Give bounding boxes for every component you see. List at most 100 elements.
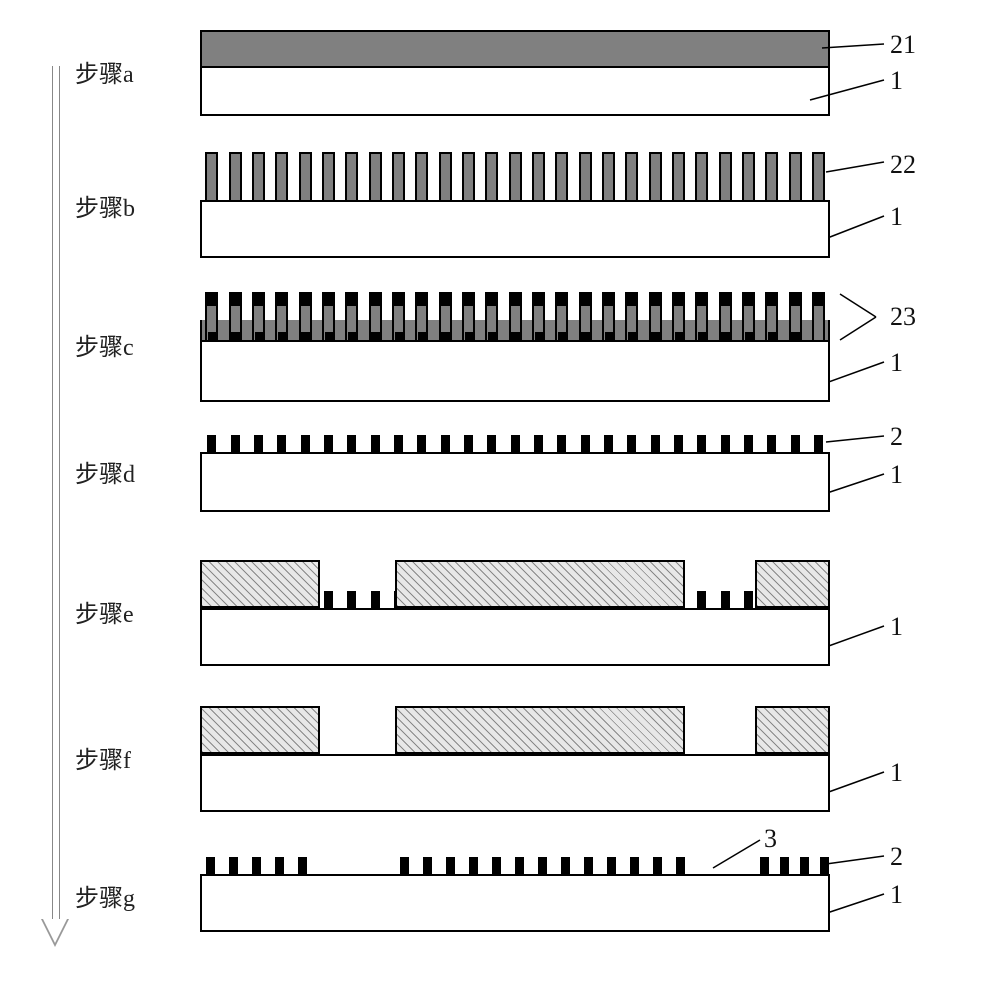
grey-pillar	[812, 152, 825, 202]
pillar-cap	[697, 294, 706, 306]
gap-black	[768, 332, 778, 342]
black-stud	[744, 591, 753, 609]
gap-black	[418, 332, 428, 342]
ref-num: 1	[890, 202, 903, 232]
gap-black	[465, 332, 475, 342]
pillar-cap	[394, 294, 403, 306]
ref-num: 22	[890, 150, 916, 180]
pillar-cap	[207, 294, 216, 306]
black-stud	[651, 435, 660, 453]
black-stud	[206, 857, 215, 875]
gap-black	[721, 332, 731, 342]
black-stud	[561, 857, 570, 875]
black-stud	[394, 435, 403, 453]
black-stud	[557, 435, 566, 453]
ref-num: 1	[890, 348, 903, 378]
panel-step-c	[200, 288, 830, 428]
pillar-cap	[674, 294, 683, 306]
grey-pillar	[345, 152, 358, 202]
pillar-cap	[744, 294, 753, 306]
black-stud	[697, 435, 706, 453]
step-label-d: 步骤d	[75, 454, 135, 489]
step-label-e: 步骤e	[75, 594, 134, 629]
black-stud	[347, 591, 356, 609]
gap-black	[371, 332, 381, 342]
grey-pillar	[742, 152, 755, 202]
ref-num: 2	[890, 422, 903, 452]
substrate	[200, 66, 830, 116]
gap-black	[208, 332, 218, 342]
black-stud	[627, 435, 636, 453]
gap-black	[558, 332, 568, 342]
black-stud	[721, 591, 730, 609]
grey-pillar	[695, 152, 708, 202]
black-stud	[231, 435, 240, 453]
grey-pillar	[602, 152, 615, 202]
grey-pillar	[625, 152, 638, 202]
grey-pillar	[369, 152, 382, 202]
pillar-cap	[721, 294, 730, 306]
gap-black	[675, 332, 685, 342]
hatched-block	[395, 706, 685, 754]
black-stud	[487, 435, 496, 453]
black-stud	[324, 591, 333, 609]
grey-pillar	[415, 152, 428, 202]
black-stud	[581, 435, 590, 453]
black-stud	[441, 435, 450, 453]
gap-black	[278, 332, 288, 342]
black-stud	[252, 857, 261, 875]
gap-black	[395, 332, 405, 342]
black-stud	[697, 591, 706, 609]
gap-black	[628, 332, 638, 342]
black-stud	[814, 435, 823, 453]
gap-black	[745, 332, 755, 342]
grey-pillar	[392, 152, 405, 202]
hatched-block	[200, 560, 320, 608]
panel-step-g	[200, 854, 830, 994]
black-stud	[584, 857, 593, 875]
black-stud	[780, 857, 789, 875]
black-stud	[254, 435, 263, 453]
substrate	[200, 874, 830, 932]
black-stud	[229, 857, 238, 875]
grey-pillar	[205, 152, 218, 202]
pillar-cap	[651, 294, 660, 306]
grey-pillar	[229, 152, 242, 202]
black-stud	[371, 435, 380, 453]
grey-pillar	[649, 152, 662, 202]
panel-step-f	[200, 696, 830, 836]
gap-black	[698, 332, 708, 342]
black-stud	[324, 435, 333, 453]
black-stud	[767, 435, 776, 453]
hatched-block	[755, 560, 830, 608]
black-stud	[515, 857, 524, 875]
black-stud	[371, 591, 380, 609]
gap-black	[255, 332, 265, 342]
pillar-cap	[277, 294, 286, 306]
pillar-cap	[511, 294, 520, 306]
gap-black	[535, 332, 545, 342]
ref-num-gap: 3	[764, 824, 777, 854]
panel-step-e	[200, 550, 830, 690]
panel-step-b	[200, 150, 830, 290]
ref-num: 1	[890, 612, 903, 642]
grey-pillar	[275, 152, 288, 202]
hatched-block	[395, 560, 685, 608]
ref-num: 1	[890, 460, 903, 490]
black-stud	[534, 435, 543, 453]
pillar-cap	[791, 294, 800, 306]
grey-pillar	[719, 152, 732, 202]
black-stud	[417, 435, 426, 453]
pillar-cap	[301, 294, 310, 306]
black-stud	[630, 857, 639, 875]
pillar-cap	[557, 294, 566, 306]
step-label-f: 步骤f	[75, 740, 131, 775]
ref-num: 1	[890, 758, 903, 788]
pillar-cap	[814, 294, 823, 306]
ref-num: 2	[890, 842, 903, 872]
pillar-cap	[464, 294, 473, 306]
step-label-c: 步骤c	[75, 327, 134, 362]
pillar-cap	[324, 294, 333, 306]
grey-pillar	[439, 152, 452, 202]
gap-black	[441, 332, 451, 342]
